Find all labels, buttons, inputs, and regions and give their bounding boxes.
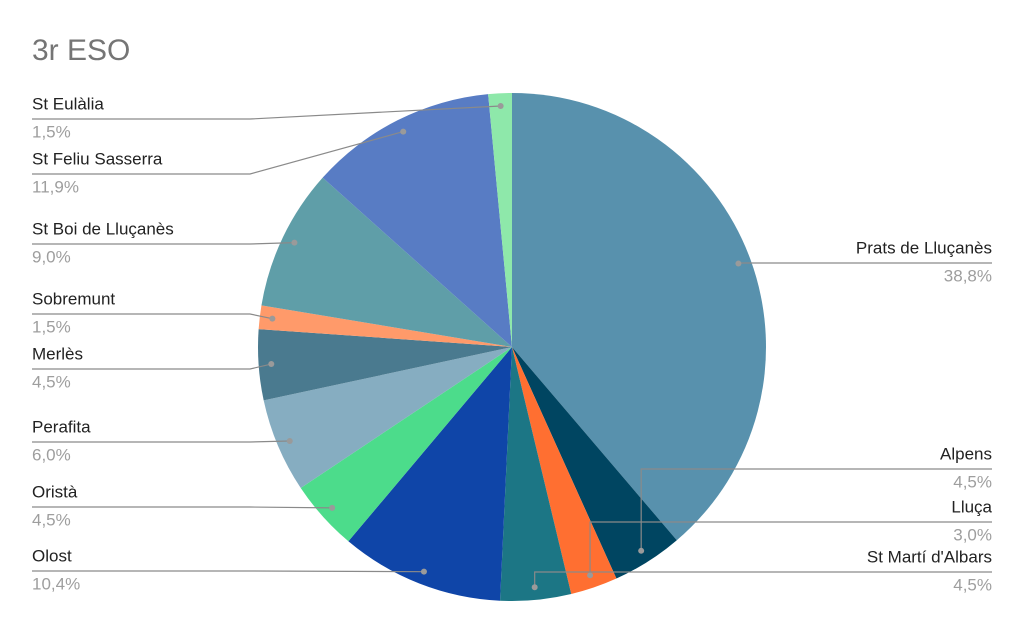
leader-dot — [420, 568, 427, 575]
slice-value: 11,9% — [32, 177, 79, 196]
slice-label: St Martí d'Albars — [867, 547, 992, 566]
pie-slice — [257, 329, 512, 401]
slice-label: Alpens — [940, 444, 992, 463]
slice-value: 4,5% — [953, 575, 992, 594]
chart-title: 3r ESO — [32, 34, 130, 67]
slice-label: Perafita — [32, 417, 91, 436]
slice-value: 4,5% — [32, 510, 71, 529]
leader-line — [589, 521, 992, 576]
leader-dot — [735, 260, 742, 267]
leader-dot — [329, 504, 336, 511]
leader-dot — [291, 239, 298, 246]
pie-slice — [322, 94, 512, 347]
pie-slice — [348, 347, 512, 601]
leader-line — [32, 242, 295, 245]
slice-label: St Boi de Lluçanès — [32, 219, 174, 238]
leader-line — [32, 363, 272, 370]
pie-slice — [488, 93, 512, 347]
leader-line — [32, 313, 273, 320]
pie-slice — [258, 305, 512, 347]
slice-label: Merlès — [32, 344, 83, 363]
slice-label: St Feliu Sasserra — [32, 149, 163, 168]
leader-line — [32, 131, 404, 175]
leader-line — [534, 571, 992, 588]
slice-value: 1,5% — [32, 317, 71, 336]
leader-line — [32, 105, 501, 120]
leader-line — [640, 468, 992, 551]
slice-label: Sobremunt — [32, 289, 115, 308]
pie-slice — [512, 93, 767, 541]
leader-line — [32, 570, 424, 573]
slice-label: Lluça — [951, 497, 992, 516]
leader-line — [32, 506, 333, 509]
leader-dot — [638, 547, 645, 554]
slice-value: 4,5% — [32, 372, 71, 391]
slice-value: 10,4% — [32, 574, 80, 593]
slice-label: St Eulàlia — [32, 94, 104, 113]
slice-value: 9,0% — [32, 247, 71, 266]
leader-dot — [269, 315, 276, 322]
slice-label: Prats de Lluçanès — [856, 238, 992, 257]
leader-dot — [587, 572, 594, 579]
leader-dot — [400, 128, 407, 135]
slice-value: 6,0% — [32, 445, 71, 464]
slice-label: Oristà — [32, 482, 78, 501]
pie-slice — [263, 347, 512, 488]
leader-dot — [268, 361, 275, 368]
slice-value: 1,5% — [32, 122, 71, 141]
leader-line — [32, 440, 290, 443]
leader-dot — [286, 438, 293, 445]
pie-slice — [261, 177, 512, 347]
pie-slice — [500, 347, 572, 601]
leader-line — [737, 262, 992, 264]
slice-label: Olost — [32, 546, 72, 565]
slice-value: 3,0% — [953, 525, 992, 544]
slice-value: 38,8% — [944, 266, 992, 285]
pie-slice — [512, 347, 677, 579]
leader-dot — [531, 584, 538, 591]
leader-dot — [497, 102, 504, 109]
slice-value: 4,5% — [953, 472, 992, 491]
pie-slice — [300, 347, 512, 542]
